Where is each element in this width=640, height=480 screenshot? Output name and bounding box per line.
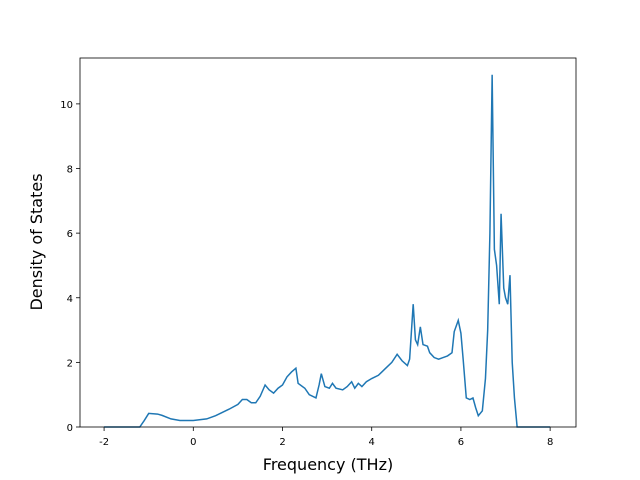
y-tick-label: 4: [67, 294, 73, 305]
x-tick-label: 2: [279, 437, 285, 448]
x-tick-label: 8: [547, 437, 553, 448]
x-tick-label: 0: [190, 437, 196, 448]
y-axis-label: Density of States: [27, 173, 46, 310]
y-tick-label: 0: [67, 423, 73, 434]
dos-line: [104, 74, 551, 428]
x-tick-label: 6: [458, 437, 464, 448]
y-tick-label: 10: [60, 100, 73, 111]
plot-frame: [79, 57, 577, 428]
y-tick-label: 8: [67, 165, 73, 176]
x-tick-label: 4: [369, 437, 375, 448]
x-axis-label: Frequency (THz): [263, 455, 393, 474]
y-tick-label: 2: [67, 358, 73, 369]
x-tick-label: -2: [99, 437, 109, 448]
y-tick-label: 6: [67, 229, 73, 240]
